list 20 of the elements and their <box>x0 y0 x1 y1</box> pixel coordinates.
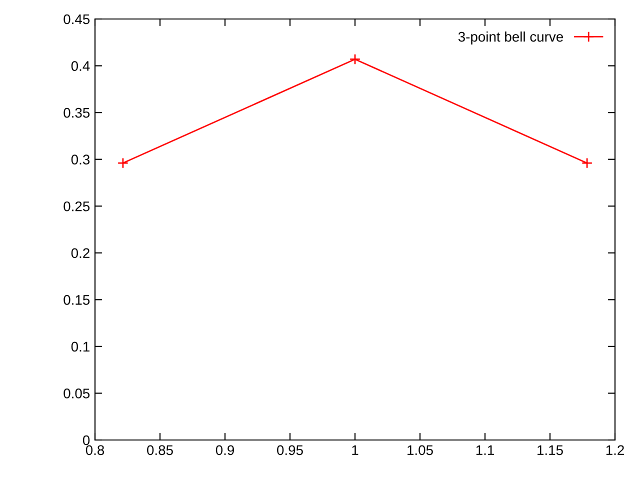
y-tick-label: 0.05 <box>64 388 90 398</box>
y-tick-label: 0.15 <box>64 295 90 305</box>
y-tick-label: 0.45 <box>64 14 90 24</box>
x-tick-label: 0.95 <box>277 445 303 456</box>
x-tick-label: 1.2 <box>606 445 624 455</box>
y-tick-label: 0.4 <box>71 61 90 71</box>
x-tick-label: 1 <box>352 445 358 455</box>
x-tick-label: 0.8 <box>86 445 104 456</box>
y-tick-label: 0.3 <box>71 154 90 165</box>
legend-label: 3-point bell curve <box>458 32 563 44</box>
y-tick-label: 0.1 <box>71 342 90 352</box>
y-tick-label: 0.2 <box>71 248 90 258</box>
y-tick-label: 0.35 <box>64 108 90 118</box>
x-tick-label: 0.9 <box>216 445 234 456</box>
x-tick-label: 1.15 <box>538 445 563 456</box>
y-tick-label: 0.25 <box>64 201 90 212</box>
x-tick-label: 1.1 <box>476 445 494 455</box>
x-tick-label: 1.05 <box>408 445 433 456</box>
x-tick-label: 0.85 <box>147 445 173 456</box>
y-tick-label: 0 <box>82 435 90 446</box>
